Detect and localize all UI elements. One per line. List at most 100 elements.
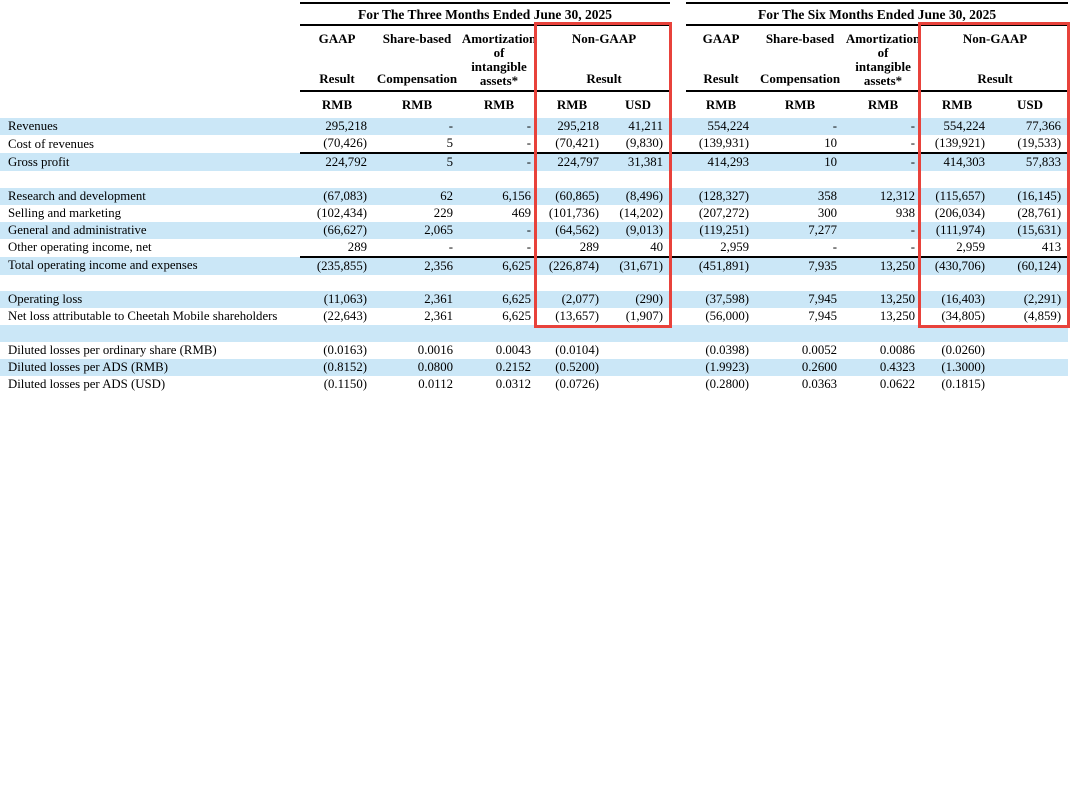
value-cell: (19,533)	[992, 135, 1069, 154]
column-header-cell: Amortization of intangible assets*	[460, 25, 538, 91]
value-cell: (2,077)	[561, 292, 599, 307]
column-header-line: of	[877, 45, 889, 60]
value-cell: (0.1815)	[941, 376, 986, 391]
value-cell: (60,865)	[555, 188, 599, 203]
value-cell: (11,063)	[323, 292, 367, 307]
row-label: Gross profit	[8, 154, 70, 169]
row-label: Selling and marketing	[8, 205, 122, 220]
value-cell: (290)	[635, 292, 664, 307]
row-label: Diluted losses per ADS (USD)	[8, 376, 166, 391]
column-header-cell: GAAP Result	[686, 25, 756, 91]
value-cell: -	[460, 135, 538, 154]
value-cell: 62	[440, 188, 453, 203]
value-cell: -	[526, 222, 531, 237]
value-cell: 413	[992, 238, 1069, 258]
value-cell: (8,496)	[625, 188, 664, 203]
value-cell: (139,921)	[922, 135, 993, 154]
value-cell: (2,291)	[1023, 292, 1062, 307]
value-cell: 40	[606, 238, 671, 258]
currency-unit: USD	[992, 90, 1069, 118]
value-cell: 414,293	[707, 155, 750, 169]
value-cell: 0.0112	[418, 376, 453, 391]
value-cell: -	[526, 155, 531, 169]
value-cell: (0.8152)	[323, 359, 367, 374]
value-cell: 57,833	[1025, 155, 1062, 169]
blank-cell	[0, 325, 1068, 342]
value-cell: 0.0622	[879, 376, 916, 391]
value-cell: (67,083)	[323, 188, 367, 203]
value-cell: (0.0260)	[941, 342, 986, 357]
group-gap	[670, 291, 686, 308]
value-cell: 224,792	[325, 155, 367, 169]
row-label: Total operating income and expenses	[8, 258, 198, 273]
units-row: RMB RMB RMB RMB USD RMB RMB RMB RMB USD	[0, 90, 1069, 118]
group-gap	[670, 3, 686, 25]
value-cell: 0.4323	[879, 359, 916, 374]
value-cell: 2,356	[424, 258, 453, 273]
blank-cell	[0, 171, 1068, 188]
column-header-cell: Share-based Compensation	[374, 25, 460, 91]
value-cell	[606, 376, 670, 393]
value-cell: 13,250	[879, 292, 916, 307]
value-cell: 31,381	[627, 155, 664, 169]
column-header-line: Result	[586, 71, 622, 86]
value-cell: (37,598)	[705, 292, 750, 307]
column-header-line: Non-GAAP	[962, 31, 1028, 46]
value-cell: -	[460, 238, 538, 258]
value-cell: 2,959	[686, 238, 757, 258]
label-column-spacer	[0, 3, 300, 25]
value-cell: (101,736)	[548, 205, 599, 220]
column-header-line: Amortization	[461, 31, 537, 46]
value-cell: -	[374, 238, 460, 258]
value-cell: 300	[817, 205, 838, 220]
column-header-cell: Non-GAAP Result	[538, 25, 670, 91]
value-cell: (1,907)	[625, 309, 664, 324]
column-header: Share-based Compensation	[375, 27, 459, 89]
group-gap	[670, 359, 686, 376]
label-column-spacer	[0, 25, 300, 91]
value-cell: (34,805)	[941, 309, 986, 324]
column-header-line: Share-based	[765, 31, 835, 46]
value-cell: (0.5200)	[555, 359, 599, 374]
value-cell: 0.2152	[495, 359, 531, 374]
value-cell: 10	[756, 135, 845, 154]
column-header-line: intangible	[855, 59, 911, 74]
table-row: Cost of revenues (70,426) 5- (70,421) (9,830…	[0, 135, 1069, 154]
group-gap	[670, 205, 686, 222]
value-cell: (206,034)	[934, 205, 986, 220]
value-cell: (70,421)	[538, 135, 606, 154]
group-gap	[670, 91, 686, 118]
value-cell: 6,625	[502, 258, 531, 273]
blank-row	[0, 325, 1069, 342]
period-header: For The Three Months Ended June 30, 2025	[300, 2, 671, 26]
value-cell: 6,156	[502, 188, 531, 203]
table-row: Net loss attributable to Cheetah Mobile …	[0, 308, 1069, 326]
value-cell	[992, 359, 1068, 376]
column-header-line: Amortization	[845, 31, 921, 46]
value-cell: -	[526, 119, 531, 133]
column-header-line: intangible	[471, 59, 527, 74]
value-cell: (0.2800)	[705, 376, 750, 391]
value-cell: (31,671)	[619, 258, 664, 273]
value-cell: 414,303	[943, 155, 986, 169]
table-row: Research and development (67,083) 62 6,156 (…	[0, 187, 1069, 205]
value-cell: 229	[433, 205, 453, 220]
value-cell: 7,935	[808, 258, 838, 273]
column-header-cell: GAAP Result	[300, 25, 374, 91]
row-label: Operating loss	[8, 292, 83, 307]
table-row: General and administrative (66,627) 2,065 -…	[0, 221, 1069, 239]
value-cell: (15,631)	[1017, 222, 1062, 237]
value-cell: (1.3000)	[941, 359, 986, 374]
table-row: Diluted losses per ADS (USD) (0.1150) 0.01…	[0, 375, 1069, 393]
value-cell: (226,874)	[548, 258, 599, 273]
value-cell: (9,830)	[606, 135, 671, 154]
column-header-line: GAAP	[318, 31, 356, 46]
currency-unit: USD	[606, 90, 671, 118]
value-cell: (0.0726)	[555, 376, 599, 391]
column-header-line: Result	[319, 71, 355, 86]
value-cell: (451,891)	[698, 258, 750, 273]
reconciliation-table-q2-2025: For The Three Months Ended June 30, 2025…	[0, 2, 1080, 393]
value-cell: 5	[374, 135, 460, 154]
value-cell: 5	[446, 155, 453, 169]
